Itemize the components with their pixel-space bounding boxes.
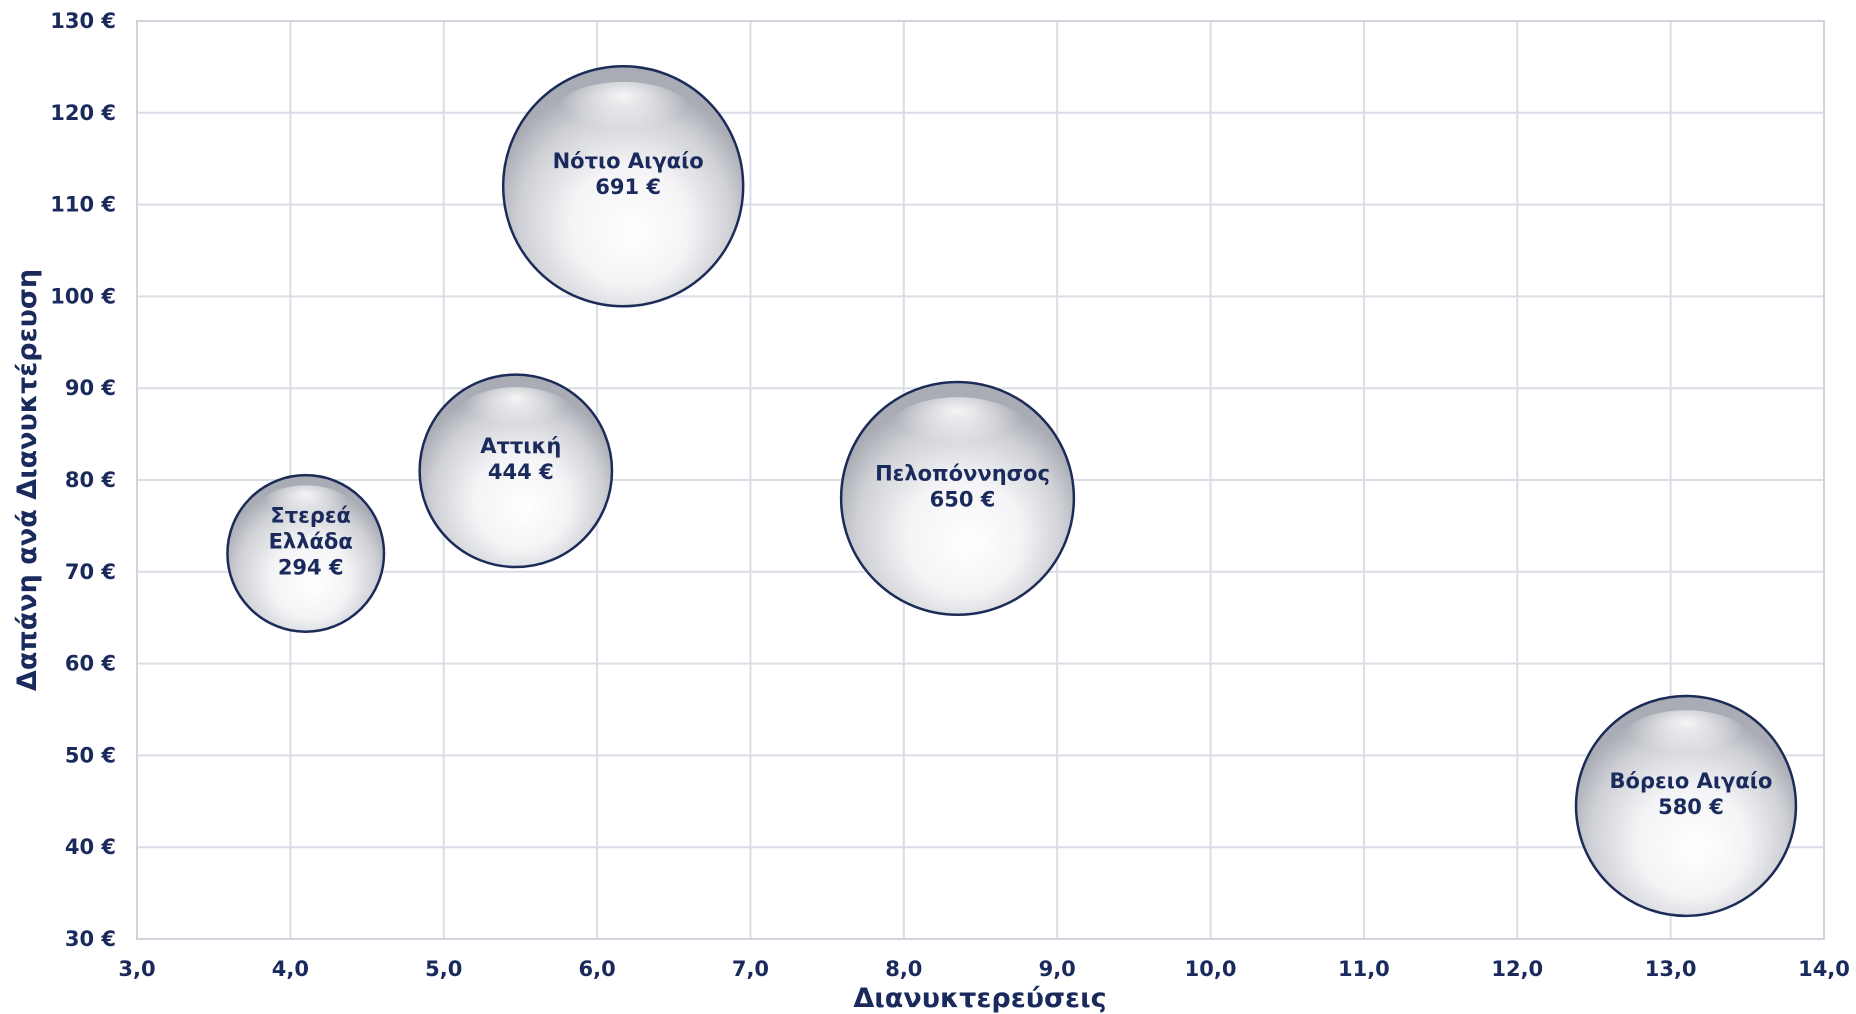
x-tick-label: 7,0	[732, 957, 769, 981]
y-tick-label: 40 €	[65, 835, 116, 859]
bubble-highlight	[548, 81, 698, 159]
x-tick-label: 8,0	[885, 957, 922, 981]
bubble-label: Αττική	[480, 434, 561, 458]
y-axis-title: Δαπάνη ανά Διανυκτέρευση	[12, 269, 43, 691]
y-tick-label: 60 €	[65, 652, 116, 676]
bubble-label: 691 €	[595, 175, 661, 199]
y-tick-label: 90 €	[65, 376, 116, 400]
y-tick-label: 30 €	[65, 927, 116, 951]
x-tick-label: 12,0	[1491, 957, 1543, 981]
x-tick-label: 11,0	[1338, 957, 1390, 981]
y-tick-label: 80 €	[65, 468, 116, 492]
y-tick-label: 120 €	[50, 101, 116, 125]
bubble-highlight	[885, 397, 1030, 472]
bubble-label: 580 €	[1658, 795, 1724, 819]
x-tick-label: 4,0	[272, 957, 309, 981]
x-tick-label: 3,0	[118, 957, 155, 981]
y-tick-label: 70 €	[65, 560, 116, 584]
plot-area	[136, 20, 1825, 940]
bubble-label: Πελοπόννησος	[875, 461, 1050, 485]
bubble-label: Στερεά	[270, 503, 351, 527]
y-tick-label: 130 €	[50, 9, 116, 33]
bubble-label: Ελλάδα	[269, 529, 353, 553]
y-tick-label: 110 €	[50, 193, 116, 217]
y-tick-label: 50 €	[65, 743, 116, 767]
y-tick-label: 100 €	[50, 284, 116, 308]
bubble-highlight	[257, 485, 355, 536]
bubble-label: 650 €	[930, 487, 996, 511]
bubble-label: 444 €	[488, 460, 554, 484]
bubble-highlight	[1617, 710, 1755, 781]
x-tick-label: 5,0	[425, 957, 462, 981]
x-tick-label: 10,0	[1185, 957, 1237, 981]
y-axis-ticks: 30 € 40 € 50 € 60 € 70 € 80 € 90 € 100 € 110 € 12…	[50, 9, 116, 951]
x-tick-label: 9,0	[1039, 957, 1076, 981]
bubble-label: Βόρειο Αιγαίο	[1610, 769, 1773, 793]
x-axis-ticks: 3,0 4,0 5,0 6,0 7,0 8,0 9,0 10,0 11,0 12,0 13,0 14,…	[118, 957, 1850, 981]
bubble-label: Νότιο Αιγαίο	[553, 149, 704, 173]
bubble-highlight	[456, 387, 576, 449]
x-tick-label: 6,0	[578, 957, 615, 981]
bubble-label: 294 €	[278, 555, 344, 579]
x-axis-title: Διανυκτερεύσεις	[853, 983, 1106, 1014]
x-tick-label: 14,0	[1798, 957, 1850, 981]
x-tick-label: 13,0	[1645, 957, 1697, 981]
